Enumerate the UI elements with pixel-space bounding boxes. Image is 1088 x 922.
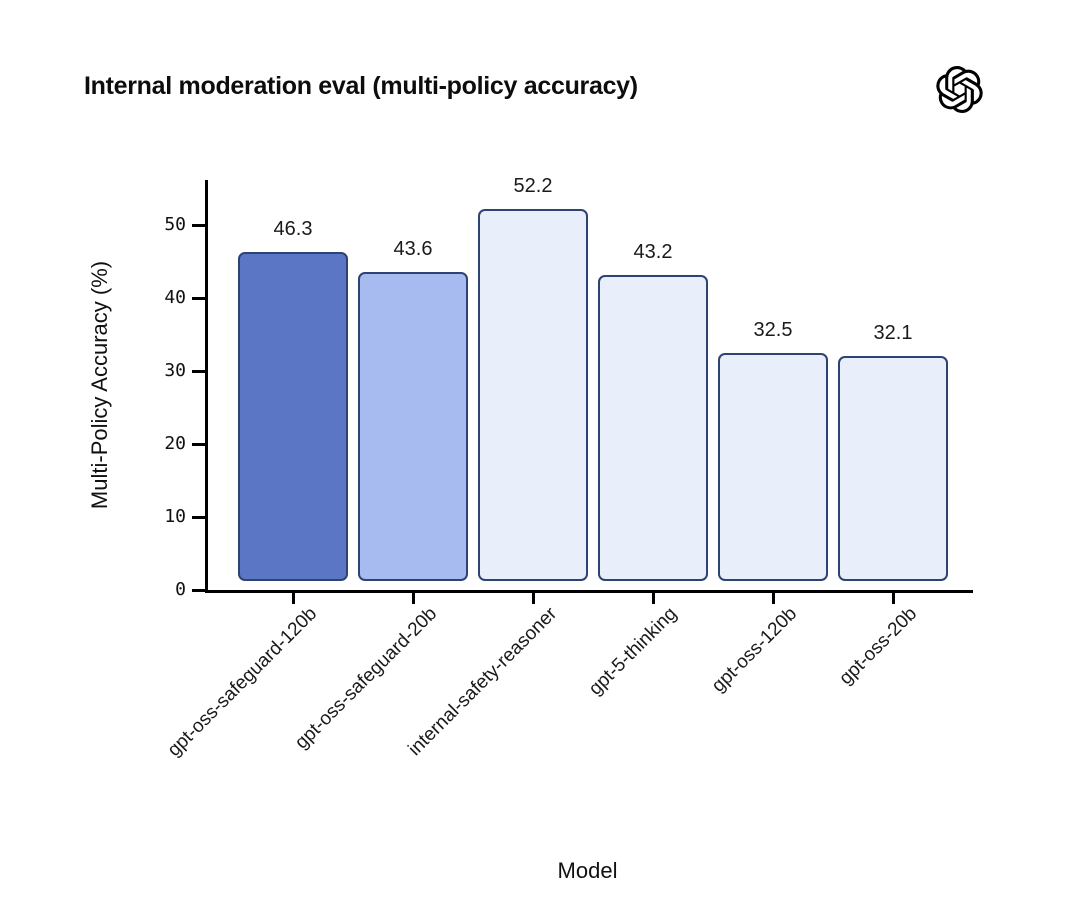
y-tick-label: 30 — [164, 360, 186, 381]
y-tick-mark — [192, 588, 205, 592]
bar-gpt-5-thinking — [598, 274, 708, 581]
bar-gpt-oss-20b — [838, 355, 948, 581]
bar-value-label: 43.6 — [393, 237, 433, 260]
bar-gpt-oss-120b — [718, 352, 828, 581]
y-tick-label: 0 — [175, 579, 186, 600]
y-tick-mark — [192, 442, 205, 446]
x-tick-mark — [891, 590, 895, 604]
x-tick-mark — [771, 590, 775, 604]
y-tick-mark — [192, 296, 205, 300]
y-axis-title: Multi-Policy Accuracy (%) — [87, 260, 112, 510]
y-tick-label: 40 — [164, 287, 186, 308]
x-tick-mark — [291, 590, 295, 604]
x-tick-mark — [651, 590, 655, 604]
bar-value-label: 43.2 — [633, 240, 673, 263]
bar-internal-safety-reasoner — [478, 208, 588, 581]
bar-gpt-oss-safeguard-20b — [358, 271, 468, 581]
x-tick-mark — [411, 590, 415, 604]
y-tick-label: 10 — [164, 506, 186, 527]
bar-gpt-oss-safeguard-120b — [238, 252, 348, 581]
bar-value-label: 46.3 — [273, 218, 313, 240]
x-axis-title: Model — [557, 858, 618, 883]
plot-area: 0 10 20 30 40 50 46.3 gpt-oss-safeguard-120b 43.… — [164, 175, 973, 761]
bar-value-label: 32.5 — [753, 318, 793, 341]
x-category-label: gpt-5-thinking — [584, 603, 682, 700]
openai-logo-icon — [936, 66, 983, 113]
y-tick-mark — [192, 369, 205, 373]
chart-title: Internal moderation eval (multi-policy a… — [84, 72, 638, 100]
x-category-label: gpt-oss-120b — [707, 603, 802, 697]
bar-value-label: 32.1 — [873, 321, 913, 344]
x-category-label: gpt-oss-20b — [835, 603, 922, 690]
y-tick-mark — [192, 515, 205, 519]
y-tick-label: 50 — [164, 214, 186, 235]
x-tick-mark — [531, 590, 535, 604]
y-tick-label: 20 — [164, 433, 186, 454]
bar-value-label: 52.2 — [513, 174, 553, 197]
y-tick-mark — [192, 223, 205, 227]
